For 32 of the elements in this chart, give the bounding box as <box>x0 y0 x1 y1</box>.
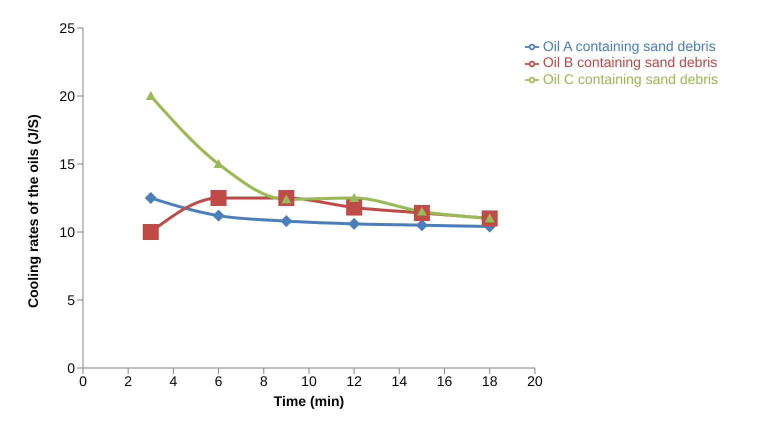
y-tick-label: 0 <box>67 360 76 376</box>
x-tick-label: 0 <box>79 372 88 389</box>
x-tick-label: 2 <box>124 372 132 389</box>
point <box>212 210 225 222</box>
y-tick-label: 10 <box>59 224 76 240</box>
x-tick-label: 12 <box>346 372 362 389</box>
x-tick-label: 16 <box>436 372 453 389</box>
x-tick-label: 10 <box>301 372 317 389</box>
y-tick-label: 5 <box>67 292 76 308</box>
x-tick-label: 4 <box>169 372 178 389</box>
point <box>349 193 360 202</box>
x-tick-label: 14 <box>392 372 408 389</box>
y-tick-label: 15 <box>59 156 76 172</box>
point <box>346 200 362 216</box>
x-tick-label: 6 <box>214 372 223 389</box>
legend-label: Oil C containing sand debris <box>542 70 718 87</box>
x-tick-label: 20 <box>527 372 543 389</box>
legend-label: Oil A containing sand debris <box>542 38 716 54</box>
point <box>146 91 156 100</box>
point <box>144 192 157 204</box>
point <box>210 190 227 206</box>
x-tick-label: 18 <box>482 372 498 389</box>
point <box>348 218 360 230</box>
y-tick-label: 25 <box>59 20 76 36</box>
y-tick-label: 20 <box>59 88 76 104</box>
point <box>416 219 428 232</box>
legend-label: Oil B containing sand debris <box>542 54 718 70</box>
point <box>280 215 292 228</box>
x-axis-title: Time (min) <box>274 393 344 409</box>
x-tick-label: 8 <box>260 372 268 389</box>
point <box>142 224 159 240</box>
y-axis-title: Cooling rates of the oils (J/S) <box>24 114 41 308</box>
